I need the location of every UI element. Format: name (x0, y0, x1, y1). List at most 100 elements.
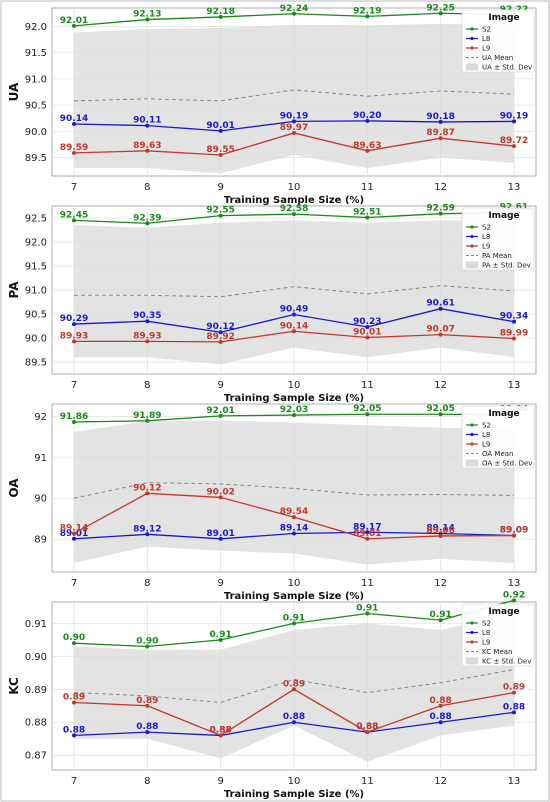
legend-swatch (466, 261, 478, 269)
data-point (145, 532, 150, 537)
x-tick-label: 7 (71, 578, 77, 589)
data-point (145, 703, 150, 708)
data-point (438, 412, 443, 417)
data-label: 90.35 (133, 311, 161, 321)
data-label: 0.90 (136, 636, 158, 646)
data-label: 92.25 (426, 3, 454, 13)
data-label: 90.34 (500, 312, 528, 322)
data-label: 0.90 (63, 633, 85, 643)
data-point (292, 11, 296, 16)
data-point (438, 136, 443, 141)
legend-entry: S2 (482, 26, 491, 34)
data-point (145, 418, 150, 423)
y-tick-label: 90.0 (25, 127, 47, 138)
y-tick-label: 90.5 (25, 310, 47, 321)
data-point (72, 700, 76, 705)
legend-entry: L9 (482, 441, 490, 449)
data-label: 92.59 (426, 204, 454, 214)
data-label: 0.88 (430, 696, 452, 706)
x-axis-label: Training Sample Size (%) (224, 393, 364, 404)
data-label: 92.05 (426, 404, 454, 414)
y-tick-label: 92.5 (25, 214, 47, 225)
x-tick-label: 8 (144, 380, 150, 391)
y-tick-label: 91 (34, 453, 47, 464)
y-tick-label: 0.89 (25, 685, 47, 696)
legend-marker (470, 621, 474, 625)
data-label: 89.09 (500, 526, 528, 536)
data-label: 90.01 (206, 121, 234, 131)
data-label: 89.01 (206, 529, 234, 539)
data-label: 0.91 (210, 630, 232, 640)
data-point (218, 153, 223, 157)
legend-title: Image (488, 211, 519, 221)
y-tick-label: 92.0 (25, 238, 47, 249)
x-tick-label: 12 (434, 182, 447, 193)
mean-line (73, 89, 515, 102)
data-point (365, 536, 370, 541)
legend-entry: S2 (482, 422, 491, 430)
data-label: 92.01 (206, 406, 234, 416)
data-point (218, 128, 223, 133)
data-point (512, 119, 516, 124)
legend-marker (470, 442, 474, 446)
data-label: 0.88 (210, 725, 232, 735)
data-label: 90.61 (426, 299, 454, 309)
legend-entry: KC ± Std. Dev (482, 658, 531, 666)
data-point (365, 148, 370, 153)
data-label: 0.88 (63, 725, 85, 735)
x-tick-label: 8 (144, 182, 150, 193)
legend-entry: S2 (482, 620, 491, 628)
data-point (512, 336, 516, 341)
x-tick-label: 9 (217, 380, 223, 391)
data-label: 89.93 (60, 331, 88, 341)
data-label: 89.08 (426, 526, 454, 536)
legend-title: Image (488, 13, 519, 23)
data-point (72, 536, 76, 541)
data-point (292, 720, 296, 725)
legend-box (461, 603, 535, 667)
data-label: 92.45 (60, 210, 88, 220)
data-label: 0.89 (283, 679, 305, 689)
x-tick-label: 13 (508, 182, 521, 193)
y-tick-label: 90.5 (25, 101, 47, 112)
x-tick-label: 8 (144, 578, 150, 589)
data-point (438, 11, 443, 16)
x-tick-label: 7 (71, 776, 77, 787)
x-tick-label: 7 (71, 182, 77, 193)
std-dev-band (74, 220, 514, 365)
y-tick-label: 0.90 (25, 652, 47, 663)
data-label: 89.59 (60, 143, 88, 153)
data-label: 0.89 (503, 683, 525, 693)
legend-marker (470, 225, 474, 229)
data-label: 90.02 (206, 487, 234, 497)
data-point (72, 122, 76, 127)
data-label: 90.12 (133, 483, 161, 493)
legend-entry: OA Mean (482, 450, 513, 458)
data-label: 90.12 (206, 322, 234, 332)
legend-marker (470, 630, 474, 635)
legend-entry: UA ± Std. Dev (482, 64, 532, 72)
data-label: 89.12 (133, 524, 161, 534)
x-tick-label: 8 (144, 776, 150, 787)
legend-entry: L8 (482, 233, 490, 241)
data-point (218, 495, 223, 500)
legend-entry: KC Mean (482, 648, 512, 656)
data-label: 0.88 (356, 722, 378, 732)
data-label: 0.91 (283, 613, 305, 623)
data-label: 89.14 (280, 523, 308, 533)
legend-entry: L8 (482, 629, 490, 637)
data-point (512, 319, 516, 324)
data-point (72, 733, 76, 738)
y-tick-label: 91.0 (25, 286, 47, 297)
legend-marker (470, 27, 474, 31)
legend-entry: L8 (482, 35, 490, 43)
series-l9: 89.59 89.63 89.55 89.97 89.63 89.87 89.72 (60, 123, 528, 157)
data-point (365, 730, 370, 735)
legend-marker (470, 432, 474, 437)
data-label: 89.63 (353, 141, 381, 151)
data-point (218, 14, 223, 19)
data-point (72, 218, 76, 223)
data-point (292, 687, 296, 692)
data-label: 0.88 (210, 725, 232, 735)
